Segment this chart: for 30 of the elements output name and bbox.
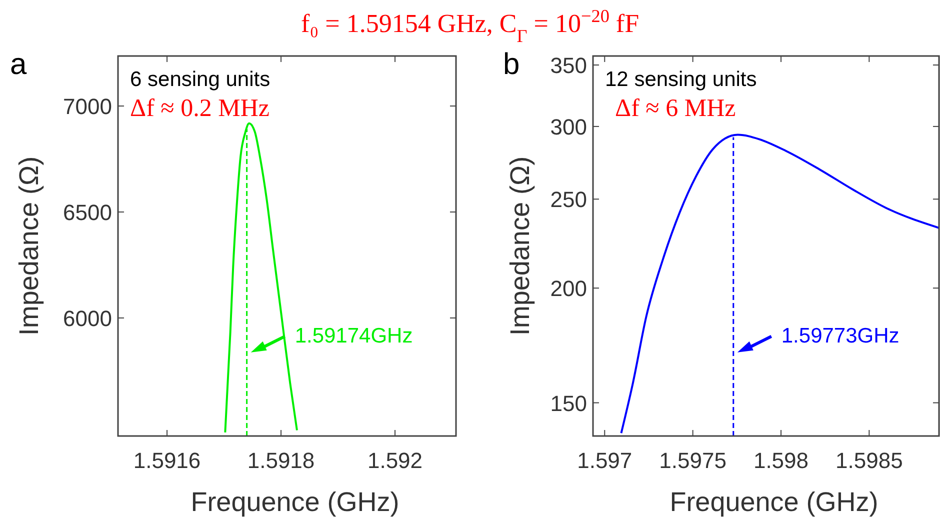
ref-line-label: 1.59773GHz (781, 324, 900, 348)
x-tick-label: 1.5916 (133, 448, 201, 473)
x-axis-title: Frequence (GHz) (190, 487, 400, 517)
x-tick-label: 1.597 (577, 448, 632, 473)
text: b (503, 48, 520, 81)
y-axis-title: Impedance (Ω) (14, 156, 44, 336)
y-tick-label: 300 (550, 114, 587, 140)
x-axis-title: Frequence (GHz) (670, 487, 878, 517)
y-tick-label: 200 (550, 276, 587, 302)
x-tick-label: 1.5975 (659, 448, 726, 473)
ref-line-label: 1.59174GHz (294, 324, 413, 348)
y-tick-label: 250 (550, 187, 587, 212)
y-axis-title: Impedance (Ω) (505, 156, 535, 336)
x-tick-label: 1.598 (753, 448, 809, 473)
text: a (10, 48, 27, 81)
y-tick-label: 350 (550, 53, 587, 78)
annotation: 12 sensing units (605, 68, 757, 91)
x-tick-label: 1.592 (367, 448, 423, 473)
y-tick-label: 6500 (63, 200, 112, 225)
annotation: 6 sensing units (130, 68, 270, 91)
x-tick-label: 1.5918 (247, 448, 315, 473)
x-tick-label: 1.5985 (836, 448, 903, 473)
annotation: Δf ≈ 0.2 MHz (130, 95, 270, 122)
annotation: Δf ≈ 6 MHz (615, 95, 736, 122)
y-tick-label: 6000 (63, 306, 112, 331)
chart-title: f₀ = 1.59154 GHz, C$_{Γ}$ = 10$^{−20}$ fF (300, 6, 640, 46)
y-tick-label: 7000 (63, 94, 112, 120)
line-series (224, 122, 298, 434)
line-series (620, 134, 939, 434)
y-tick-label: 150 (550, 390, 587, 416)
